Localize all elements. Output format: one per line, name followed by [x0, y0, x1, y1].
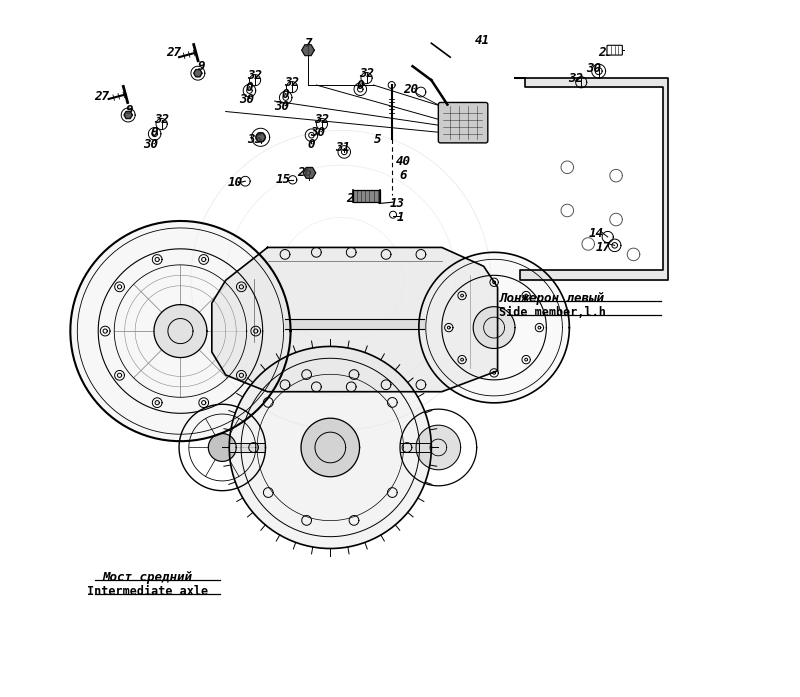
Text: 0: 0	[357, 79, 364, 91]
Polygon shape	[124, 112, 132, 118]
Text: 32: 32	[285, 76, 299, 89]
Text: Intermediate axle: Intermediate axle	[87, 585, 208, 597]
Text: 7: 7	[304, 37, 312, 49]
Text: 0: 0	[246, 82, 253, 94]
Bar	[353, 190, 381, 202]
Text: 17: 17	[596, 241, 611, 254]
Text: 0: 0	[151, 126, 158, 139]
Text: 20: 20	[404, 83, 418, 95]
Text: 32: 32	[568, 72, 583, 84]
Polygon shape	[303, 167, 316, 178]
Polygon shape	[302, 45, 314, 56]
Polygon shape	[419, 252, 570, 403]
Polygon shape	[256, 133, 266, 141]
Text: 30: 30	[143, 138, 158, 151]
Polygon shape	[301, 418, 359, 477]
Text: 5: 5	[374, 133, 382, 146]
Text: 40: 40	[396, 155, 411, 168]
Text: 2: 2	[346, 192, 354, 205]
Text: 27: 27	[166, 46, 181, 59]
Polygon shape	[208, 434, 236, 461]
Polygon shape	[70, 221, 290, 441]
Text: Side member,l.h: Side member,l.h	[498, 306, 606, 319]
Polygon shape	[194, 70, 202, 77]
Text: 30: 30	[274, 100, 289, 113]
Polygon shape	[462, 117, 477, 131]
Text: 6: 6	[400, 169, 407, 182]
Text: 25: 25	[598, 46, 613, 59]
Polygon shape	[154, 305, 207, 358]
Text: 0: 0	[308, 138, 315, 151]
Text: 30: 30	[239, 93, 254, 106]
Polygon shape	[473, 307, 515, 348]
Text: 32: 32	[154, 114, 169, 126]
Polygon shape	[446, 116, 462, 132]
Polygon shape	[212, 247, 498, 392]
Text: 10: 10	[227, 176, 242, 189]
Text: 35: 35	[247, 133, 262, 146]
Text: 41: 41	[474, 34, 490, 47]
Text: 9: 9	[126, 104, 134, 116]
Polygon shape	[416, 425, 461, 470]
Text: 31: 31	[335, 141, 350, 154]
Text: 9: 9	[198, 60, 205, 72]
Text: 32: 32	[359, 67, 374, 79]
FancyBboxPatch shape	[607, 45, 622, 55]
Text: 15: 15	[275, 174, 290, 186]
Polygon shape	[230, 346, 431, 549]
Text: 30: 30	[586, 62, 602, 75]
Text: 13: 13	[390, 197, 405, 210]
Text: 32: 32	[247, 69, 262, 82]
Text: 30: 30	[310, 126, 326, 139]
Text: 26: 26	[297, 167, 312, 179]
Text: 32: 32	[314, 114, 330, 126]
Polygon shape	[515, 78, 668, 280]
Text: 14: 14	[589, 227, 604, 240]
Text: Мост средний: Мост средний	[102, 571, 193, 583]
FancyBboxPatch shape	[438, 102, 488, 143]
Text: Лонжерон левый: Лонжерон левый	[499, 292, 605, 305]
Text: 0: 0	[282, 89, 290, 101]
Text: 27: 27	[94, 90, 109, 102]
Text: 1: 1	[396, 211, 404, 224]
